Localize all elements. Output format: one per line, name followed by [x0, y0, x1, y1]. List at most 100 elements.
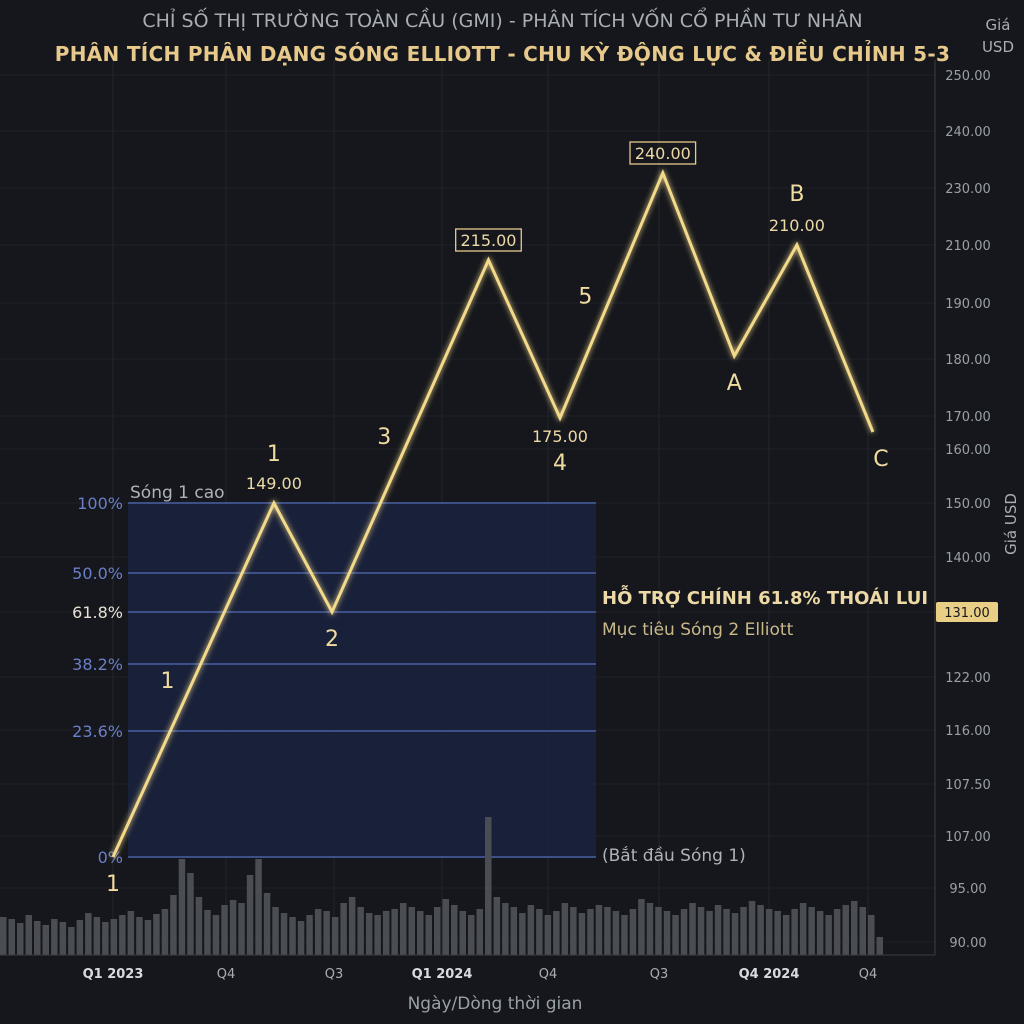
volume-bar [655, 907, 662, 955]
y-tick-label: 240.00 [945, 125, 991, 140]
volume-bar [782, 915, 790, 955]
wave-label-4: 4 [553, 451, 567, 476]
y-tick-label: 210.00 [945, 239, 991, 254]
y-tick-label: 107.00 [945, 830, 991, 845]
volume-bar [144, 920, 152, 955]
volume-bar [859, 907, 866, 955]
y-tick-label: 107.50 [945, 778, 991, 793]
volume-bar [297, 921, 305, 955]
wave-label-C: C [873, 447, 888, 472]
volume-bar [851, 901, 858, 955]
volume-bar [229, 900, 237, 955]
support-price-tag [936, 602, 998, 622]
wave-label-A: A [727, 371, 742, 396]
volume-bar [425, 915, 432, 955]
volume-bar [451, 905, 458, 955]
volume-bar [561, 903, 569, 955]
y-axis: 250.00 240.00 230.00 210.00 190.00 180.00 170.… [934, 60, 991, 955]
fib-top-note: Sóng 1 cao [130, 483, 225, 503]
y-tick-label: 160.00 [945, 443, 991, 458]
volume-bar [136, 917, 143, 955]
fib-bottom-note: (Bắt đầu Sóng 1) [602, 845, 746, 866]
volume-bar [331, 917, 339, 955]
x-tick-label: Q4 2024 [739, 967, 800, 982]
y-tick-label: 140.00 [945, 551, 991, 566]
volume-bar [170, 895, 177, 955]
wave-label-5: 5 [578, 285, 592, 310]
volume-bars [0, 817, 883, 955]
support-level: HỖ TRỢ CHÍNH 61.8% THOÁI LUI Mục tiêu Són… [0, 584, 998, 640]
point-value-label: 210.00 [769, 216, 825, 235]
x-tick-label: Q4 [859, 967, 878, 982]
volume-bar [365, 913, 373, 955]
volume-bar [348, 897, 356, 955]
volume-bar [391, 909, 398, 955]
wave-label-1: 1 [160, 669, 174, 694]
volume-bar [212, 915, 220, 955]
volume-bar [374, 915, 381, 955]
volume-bar [833, 909, 841, 955]
volume-bar [868, 915, 875, 955]
volume-bar [110, 919, 118, 955]
y-tick-label: 230.00 [945, 182, 991, 197]
x-tick-label: Q4 [217, 967, 236, 982]
volume-bar [400, 903, 407, 955]
volume-bar [536, 909, 543, 955]
wave-label-1: 1 [106, 872, 120, 897]
fib-ratio-label: 38.2% [72, 655, 123, 674]
y-tick-label: 90.00 [949, 936, 986, 951]
volume-bar [187, 873, 194, 955]
y-axis-label: Giá USD [1002, 493, 1021, 555]
volume-bar [612, 911, 620, 955]
volume-bar [714, 905, 722, 955]
fib-ratio-label: 50.0% [72, 564, 123, 583]
fibonacci-retracement: 100%50.0%61.8%38.2%23.6%0%Sóng 1 cao(Bắt… [72, 483, 746, 867]
price-line [111, 169, 875, 858]
volume-bar [93, 917, 101, 955]
y-tick-label: 190.00 [945, 297, 991, 312]
volume-bar [808, 907, 815, 955]
volume-bar [280, 913, 288, 955]
volume-bar [51, 919, 58, 955]
support-label: HỖ TRỢ CHÍNH 61.8% THOÁI LUI [602, 584, 928, 609]
volume-bar [689, 903, 696, 955]
volume-bar [621, 915, 628, 955]
volume-bar [314, 909, 322, 955]
volume-bar [306, 915, 313, 955]
volume-bar [527, 905, 535, 955]
volume-bar [323, 911, 330, 955]
volume-bar [740, 907, 747, 955]
volume-bar [68, 927, 75, 955]
y-tick-label: 180.00 [945, 353, 991, 368]
fib-ratio-label: 0% [98, 848, 123, 867]
x-tick-label: Q1 2023 [83, 967, 144, 982]
volume-bar [246, 875, 254, 955]
volume-bar [417, 911, 424, 955]
volume-bar [408, 907, 415, 955]
volume-bar [0, 917, 7, 955]
volume-bar [757, 905, 764, 955]
volume-bar [442, 899, 449, 955]
volume-bar [680, 909, 688, 955]
point-value-box [629, 141, 697, 165]
volume-bar [604, 907, 611, 955]
volume-bar [510, 907, 518, 955]
volume-bar [119, 915, 126, 955]
volume-bar [161, 909, 169, 955]
volume-bar [127, 911, 135, 955]
volume-bar [34, 921, 41, 955]
volume-bar [42, 925, 49, 955]
point-value-label: 215.00 [460, 231, 516, 250]
chart-title: CHỈ SỐ THỊ TRƯỜNG TOÀN CẦU (GMI) - PHÂN … [142, 10, 863, 32]
wave-label-B: B [789, 182, 804, 207]
volume-bar [876, 937, 883, 955]
volume-bar [842, 905, 849, 955]
x-tick-label: Q1 2024 [412, 967, 473, 982]
volume-bar [629, 909, 637, 955]
volume-bar [263, 893, 271, 955]
y-unit-line-2: USD [981, 38, 1014, 56]
wave-label-3: 3 [377, 425, 391, 450]
volume-bar [587, 909, 594, 955]
volume-bar [646, 903, 654, 955]
y-unit-line-1: Giá [985, 16, 1011, 34]
